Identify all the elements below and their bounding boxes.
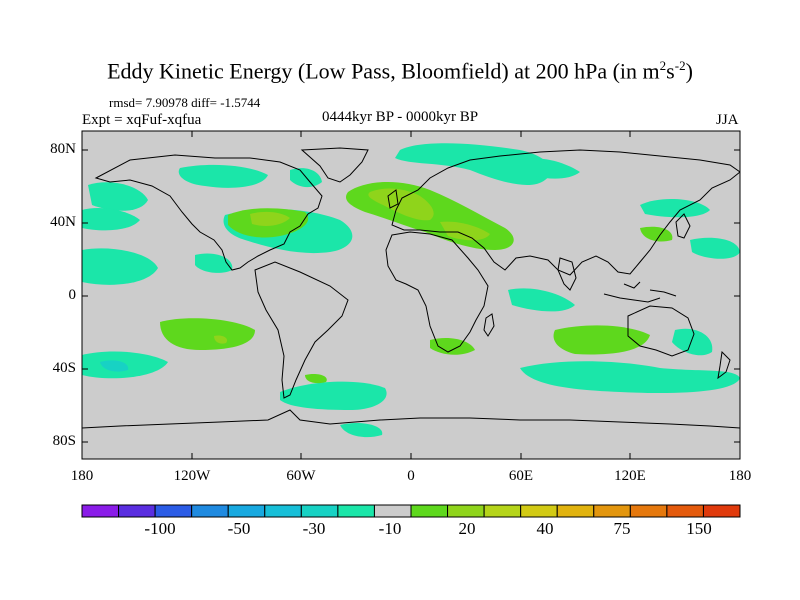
colorbar-label: 20 xyxy=(458,519,476,538)
anomaly-ne-pacific xyxy=(88,182,148,211)
coastline-eurasia xyxy=(391,149,740,276)
anomaly-southern-ocean-atlantic xyxy=(280,381,387,410)
coastline-indonesia xyxy=(603,281,677,303)
axis-ticks xyxy=(82,131,740,459)
x-label-60w: 60W xyxy=(286,468,316,484)
colorbar-cell xyxy=(520,504,558,518)
colorbar-label: 40 xyxy=(536,519,554,538)
x-label-180w: 180 xyxy=(70,468,94,484)
anomaly-nw-canada xyxy=(178,164,268,188)
coastline-new-zealand xyxy=(717,350,731,380)
experiment-label: Expt = xqFuf-xqfua xyxy=(82,112,202,128)
anomaly-n-america-core xyxy=(250,211,290,226)
colorbar-cell xyxy=(154,504,193,518)
coastline-south-america xyxy=(254,261,349,399)
map-background xyxy=(82,131,740,459)
coastline-madagascar xyxy=(483,313,495,337)
colorbar-cell xyxy=(410,504,449,518)
colorbar-cell xyxy=(666,504,704,518)
colorbar-label: 75 xyxy=(613,519,631,538)
colorbar-label: -10 xyxy=(378,519,402,538)
x-label-120w: 120W xyxy=(173,468,211,484)
colorbar-cell xyxy=(300,504,339,518)
x-label-60e: 60E xyxy=(508,468,534,484)
figure-title: Eddy Kinetic Energy (Low Pass, Bloomfiel… xyxy=(107,58,693,84)
y-label-40n: 40N xyxy=(50,214,76,230)
anomaly-central-pacific xyxy=(82,248,158,285)
coastline-north-america xyxy=(94,154,323,271)
x-label-0: 0 xyxy=(407,468,415,484)
coastline-africa xyxy=(385,231,489,353)
anomaly-e-australia xyxy=(672,328,713,356)
anomaly-antarctic-coast xyxy=(340,423,383,438)
anomaly-tropical-atlantic xyxy=(195,253,233,273)
anomaly-s-atlantic xyxy=(430,338,475,355)
y-label-0: 0 xyxy=(68,287,77,303)
colorbar-cell xyxy=(81,504,120,518)
anomaly-southern-ocean-indian xyxy=(520,361,740,394)
anomaly-nw-pacific xyxy=(640,226,673,242)
anomaly-field xyxy=(82,143,740,438)
colorbar-cell xyxy=(593,504,631,518)
season-label: JJA xyxy=(716,112,739,128)
coastline-australia xyxy=(627,305,695,357)
coastline-antarctica xyxy=(82,409,740,429)
colorbar xyxy=(81,504,741,518)
colorbar-cell xyxy=(373,504,412,518)
anomaly-s-pacific-core xyxy=(214,335,228,344)
coastline-india xyxy=(557,257,577,291)
stats-text: rmsd= 7.90978 diff= -1.5744 xyxy=(109,95,261,110)
colorbar-cell xyxy=(483,504,522,518)
colorbar-cell xyxy=(629,504,668,518)
colorbar-label: -50 xyxy=(227,519,251,538)
anomaly-s-pacific xyxy=(160,318,255,350)
x-label-120e: 120E xyxy=(614,468,646,484)
anomaly-mediterranean-core xyxy=(440,221,490,241)
x-label-180e: 180 xyxy=(728,468,752,484)
colorbar-cell xyxy=(191,504,229,518)
colorbar-cell xyxy=(337,504,375,518)
colorbar-cell xyxy=(227,504,266,518)
anomaly-arctic-2 xyxy=(520,158,580,179)
anomaly-s-indian xyxy=(553,325,650,355)
coastline-greenland xyxy=(300,147,369,183)
colorbar-label: 150 xyxy=(686,519,712,538)
y-label-80s: 80S xyxy=(52,433,76,449)
anomaly-pacific-west xyxy=(82,208,140,231)
y-label-80n: 80N xyxy=(50,141,76,157)
coastline-uk xyxy=(387,189,399,209)
y-label-40s: 40S xyxy=(52,360,76,376)
anomaly-arctic xyxy=(395,143,551,186)
period-label: 0444kyr BP - 0000kyr BP xyxy=(321,109,479,125)
colorbar-cell xyxy=(556,504,595,518)
colorbar-cell xyxy=(118,504,156,518)
colorbar-label: -100 xyxy=(144,519,176,538)
colorbar-label: -30 xyxy=(302,519,326,538)
anomaly-antarctic-green xyxy=(305,373,327,384)
colorbar-cell xyxy=(447,504,485,518)
colorbar-cell xyxy=(264,504,302,518)
anomaly-s-pacific-dark xyxy=(100,360,129,372)
anomaly-europe-core xyxy=(368,188,434,221)
coastlines xyxy=(82,147,740,429)
anomaly-w-pacific xyxy=(690,237,740,259)
anomaly-indian-ocean xyxy=(508,288,575,312)
colorbar-cell xyxy=(702,504,741,518)
coastline-japan xyxy=(675,213,691,239)
